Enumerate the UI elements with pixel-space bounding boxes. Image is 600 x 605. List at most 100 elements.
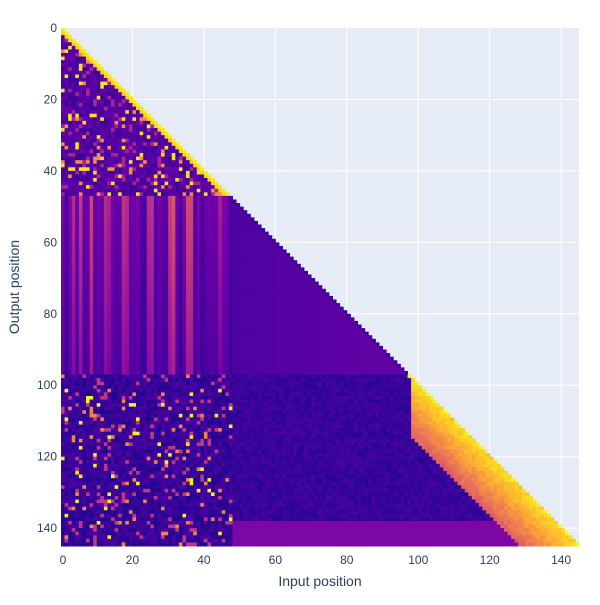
heatmap-cell bbox=[257, 378, 261, 382]
heatmap-cell bbox=[186, 300, 190, 304]
heatmap-cell bbox=[104, 85, 108, 89]
heatmap-cell bbox=[79, 157, 83, 161]
heatmap-cell bbox=[118, 239, 122, 243]
heatmap-cell bbox=[179, 246, 183, 250]
heatmap-cell bbox=[111, 260, 115, 264]
heatmap-cell bbox=[154, 278, 158, 282]
heatmap-cell bbox=[79, 82, 83, 86]
heatmap-cell bbox=[218, 260, 222, 264]
heatmap-cell bbox=[204, 275, 208, 279]
heatmap-cell bbox=[115, 257, 119, 261]
heatmap-cell bbox=[222, 271, 226, 275]
heatmap-cell bbox=[111, 360, 115, 364]
heatmap-cell bbox=[268, 310, 272, 314]
heatmap-cell bbox=[336, 364, 340, 368]
heatmap-cell bbox=[147, 217, 151, 221]
heatmap-cell bbox=[179, 289, 183, 293]
heatmap-cell bbox=[147, 203, 151, 207]
heatmap-cell bbox=[229, 232, 233, 236]
heatmap-cell bbox=[97, 139, 101, 143]
heatmap-cell bbox=[165, 228, 169, 232]
heatmap-cell bbox=[97, 78, 101, 82]
heatmap-cell bbox=[100, 178, 104, 182]
heatmap-cell bbox=[68, 64, 72, 68]
heatmap-cell bbox=[93, 85, 97, 89]
heatmap-cell bbox=[236, 235, 240, 239]
heatmap-cell bbox=[211, 321, 215, 325]
heatmap-cell bbox=[304, 282, 308, 286]
heatmap-cell bbox=[143, 171, 147, 175]
heatmap-cell bbox=[354, 375, 358, 379]
heatmap-cell bbox=[315, 332, 319, 336]
heatmap-cell bbox=[65, 189, 69, 193]
heatmap-cell bbox=[286, 317, 290, 321]
heatmap-cell bbox=[236, 289, 240, 293]
heatmap-cell bbox=[115, 182, 119, 186]
heatmap-cell bbox=[161, 285, 165, 289]
heatmap-cell bbox=[190, 289, 194, 293]
heatmap-cell bbox=[168, 242, 172, 246]
heatmap-cell bbox=[65, 139, 69, 143]
heatmap-cell bbox=[207, 300, 211, 304]
heatmap-cell bbox=[122, 189, 126, 193]
heatmap-cell bbox=[90, 260, 94, 264]
heatmap-cell bbox=[243, 325, 247, 329]
heatmap-cell bbox=[122, 221, 126, 225]
heatmap-cell bbox=[200, 264, 204, 268]
heatmap-cell bbox=[329, 346, 333, 350]
heatmap-cell bbox=[175, 292, 179, 296]
heatmap-cell bbox=[107, 192, 111, 196]
heatmap-cell bbox=[186, 353, 190, 357]
heatmap-cell bbox=[129, 221, 133, 225]
heatmap-cell bbox=[365, 375, 369, 379]
heatmap-cell bbox=[286, 296, 290, 300]
heatmap-cell bbox=[190, 321, 194, 325]
heatmap-cell bbox=[140, 203, 144, 207]
heatmap-cell bbox=[343, 346, 347, 350]
heatmap-cell bbox=[86, 60, 90, 64]
heatmap-cell bbox=[61, 364, 65, 368]
heatmap-cell bbox=[86, 332, 90, 336]
heatmap-cell bbox=[186, 325, 190, 329]
heatmap-cell bbox=[132, 317, 136, 321]
heatmap-cell bbox=[240, 314, 244, 318]
heatmap-cell bbox=[111, 235, 115, 239]
heatmap-cell bbox=[90, 275, 94, 279]
heatmap-cell bbox=[82, 192, 86, 196]
heatmap-cell bbox=[229, 353, 233, 357]
heatmap-cell bbox=[72, 228, 76, 232]
heatmap-cell bbox=[393, 375, 397, 379]
heatmap-cell bbox=[261, 232, 265, 236]
heatmap-cell bbox=[118, 292, 122, 296]
heatmap-cell bbox=[82, 82, 86, 86]
heatmap-cell bbox=[250, 296, 254, 300]
heatmap-cell bbox=[157, 128, 161, 132]
heatmap-cell bbox=[182, 317, 186, 321]
heatmap-cell bbox=[282, 267, 286, 271]
heatmap-cell bbox=[136, 207, 140, 211]
heatmap-cell bbox=[279, 339, 283, 343]
heatmap-cell bbox=[240, 224, 244, 228]
heatmap-cell bbox=[315, 307, 319, 311]
heatmap-cell bbox=[111, 253, 115, 257]
heatmap-cell bbox=[304, 285, 308, 289]
heatmap-cell bbox=[100, 189, 104, 193]
heatmap-cell bbox=[115, 375, 119, 379]
heatmap-cell bbox=[293, 375, 297, 379]
heatmap-cell bbox=[293, 292, 297, 296]
heatmap-cell bbox=[165, 357, 169, 361]
heatmap-cell bbox=[279, 257, 283, 261]
heatmap-cell bbox=[322, 314, 326, 318]
heatmap-cell bbox=[72, 249, 76, 253]
heatmap-cell bbox=[182, 157, 186, 161]
heatmap-cell bbox=[115, 271, 119, 275]
heatmap-cell bbox=[393, 378, 397, 382]
heatmap-cell bbox=[118, 335, 122, 339]
heatmap-cell bbox=[365, 371, 369, 375]
heatmap-cell bbox=[82, 350, 86, 354]
heatmap-cell bbox=[265, 353, 269, 357]
heatmap-cell bbox=[79, 182, 83, 186]
heatmap-cell bbox=[229, 285, 233, 289]
heatmap-cell bbox=[79, 371, 83, 375]
heatmap-cell bbox=[68, 317, 72, 321]
